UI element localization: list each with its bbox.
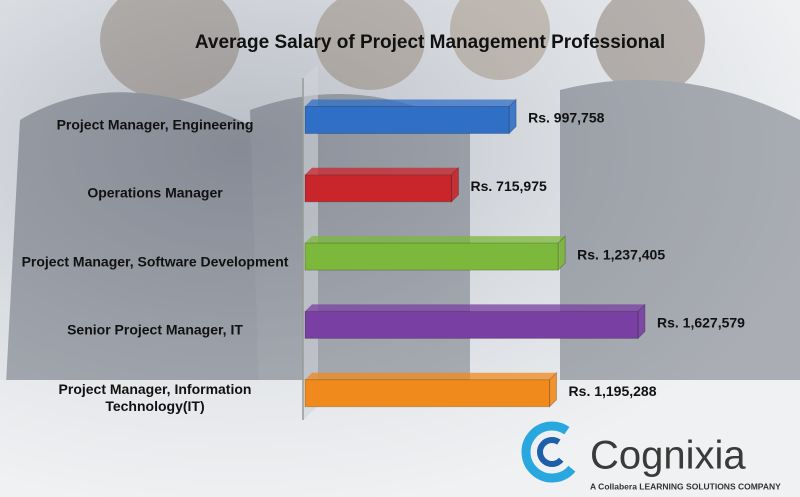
- category-label: Project Manager, Software Development: [21, 253, 289, 270]
- bar: [304, 106, 510, 134]
- value-label: Rs. 997,758: [528, 110, 604, 126]
- bar: [304, 379, 551, 408]
- bar-top: [305, 99, 517, 107]
- value-label: Rs. 1,627,579: [657, 315, 745, 331]
- logo: Cognixia A Collabera LEARNING SOLUTIONS …: [521, 421, 781, 491]
- bar: [304, 242, 559, 271]
- category-label: Project Manager, Engineering: [56, 116, 254, 133]
- logo-core: [537, 437, 567, 467]
- bar: [304, 174, 452, 203]
- bar-side: [549, 371, 558, 408]
- value-label: Rs. 715,975: [470, 178, 546, 194]
- logo-ring: [521, 421, 583, 483]
- category-label: Project Manager, Information Technology(…: [58, 381, 252, 415]
- bar: [304, 310, 639, 339]
- bar-top: [305, 167, 459, 175]
- bar-top: [305, 372, 557, 380]
- logo-tagline: A Collabera LEARNING SOLUTIONS COMPANY: [590, 481, 781, 491]
- value-label: Rs. 1,237,405: [577, 246, 665, 262]
- category-label: Senior Project Manager, IT: [67, 321, 243, 338]
- category-label: Operations Manager: [87, 184, 223, 201]
- value-label: Rs. 1,195,288: [569, 383, 657, 399]
- chart-title: Average Salary of Project Management Pro…: [195, 32, 665, 53]
- bar-top: [305, 236, 566, 244]
- bar-side: [508, 98, 517, 135]
- bar-top: [305, 304, 645, 312]
- logo-name: Cognixia: [590, 434, 746, 478]
